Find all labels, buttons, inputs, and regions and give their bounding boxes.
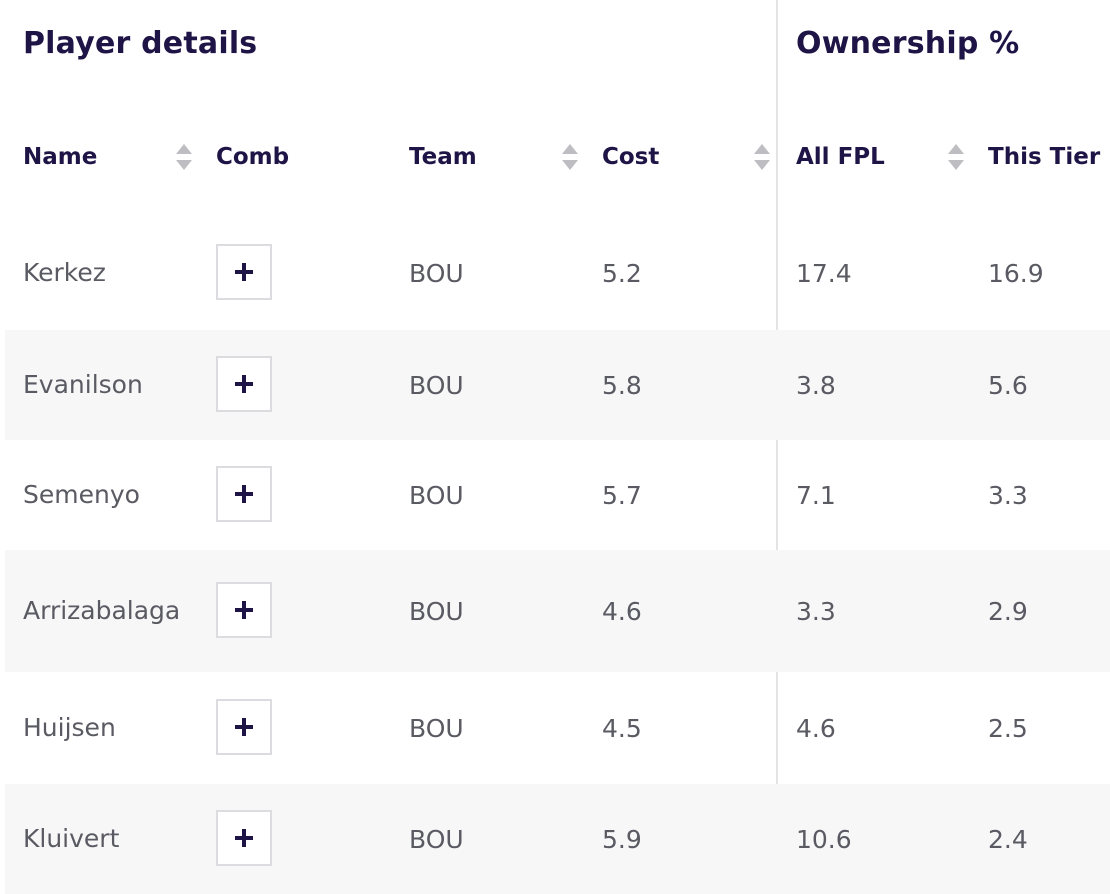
add-to-comb-button[interactable] — [216, 582, 272, 638]
player-cost: 4.5 — [602, 713, 642, 743]
ownership-all-fpl: 10.6 — [796, 824, 852, 854]
ownership-all-fpl: 17.4 — [796, 258, 852, 288]
player-name: Kluivert — [23, 824, 120, 853]
column-header-this-tier[interactable]: This Tier — [988, 144, 1101, 170]
player-cost: 5.2 — [602, 258, 642, 288]
plus-icon — [235, 485, 253, 503]
table-row: Arrizabalaga BOU 4.6 3.3 2.9 — [5, 550, 1110, 672]
player-name: Evanilson — [23, 370, 143, 399]
player-cost: 4.6 — [602, 596, 642, 626]
ownership-this-tier: 3.3 — [988, 480, 1028, 510]
sort-icon[interactable] — [562, 144, 578, 170]
add-to-comb-button[interactable] — [216, 810, 272, 866]
player-details-title: Player details — [23, 26, 258, 61]
add-to-comb-button[interactable] — [216, 356, 272, 412]
add-to-comb-button[interactable] — [216, 244, 272, 300]
player-team: BOU — [409, 713, 464, 743]
ownership-all-fpl: 7.1 — [796, 480, 836, 510]
player-team: BOU — [409, 480, 464, 510]
ownership-this-tier: 2.5 — [988, 713, 1028, 743]
column-header-all-fpl[interactable]: All FPL — [796, 144, 885, 170]
ownership-all-fpl: 4.6 — [796, 713, 836, 743]
sort-icon[interactable] — [176, 144, 192, 170]
plus-icon — [235, 263, 253, 281]
player-cost: 5.9 — [602, 824, 642, 854]
plus-icon — [235, 375, 253, 393]
player-name: Semenyo — [23, 480, 140, 509]
player-cost: 5.7 — [602, 480, 642, 510]
column-header-cost[interactable]: Cost — [602, 144, 660, 170]
ownership-all-fpl: 3.3 — [796, 596, 836, 626]
plus-icon — [235, 718, 253, 736]
table-row: Semenyo BOU 5.7 7.1 3.3 — [5, 440, 1110, 550]
ownership-this-tier: 16.9 — [988, 258, 1044, 288]
table-row: Huijsen BOU 4.5 4.6 2.5 — [5, 672, 1110, 784]
plus-icon — [235, 601, 253, 619]
player-team: BOU — [409, 596, 464, 626]
plus-icon — [235, 829, 253, 847]
player-name: Arrizabalaga — [23, 596, 181, 625]
player-team: BOU — [409, 824, 464, 854]
ownership-all-fpl: 3.8 — [796, 370, 836, 400]
column-header-name[interactable]: Name — [23, 144, 98, 170]
player-name: Huijsen — [23, 713, 116, 742]
ownership-this-tier: 5.6 — [988, 370, 1028, 400]
column-header-team[interactable]: Team — [409, 144, 477, 170]
table-row: Kerkez BOU 5.2 17.4 16.9 — [5, 218, 1110, 328]
player-team: BOU — [409, 370, 464, 400]
ownership-divider — [776, 0, 778, 894]
sort-icon[interactable] — [948, 144, 964, 170]
player-name: Kerkez — [23, 258, 106, 287]
ownership-this-tier: 2.4 — [988, 824, 1028, 854]
ownership-this-tier: 2.9 — [988, 596, 1028, 626]
sort-icon[interactable] — [754, 144, 770, 170]
player-team: BOU — [409, 258, 464, 288]
table-row: Kluivert BOU 5.9 10.6 2.4 — [5, 784, 1110, 894]
column-header-comb: Comb — [216, 144, 290, 170]
add-to-comb-button[interactable] — [216, 466, 272, 522]
player-cost: 5.8 — [602, 370, 642, 400]
add-to-comb-button[interactable] — [216, 699, 272, 755]
table-row: Evanilson BOU 5.8 3.8 5.6 — [5, 330, 1110, 440]
ownership-title: Ownership % — [796, 26, 1020, 61]
